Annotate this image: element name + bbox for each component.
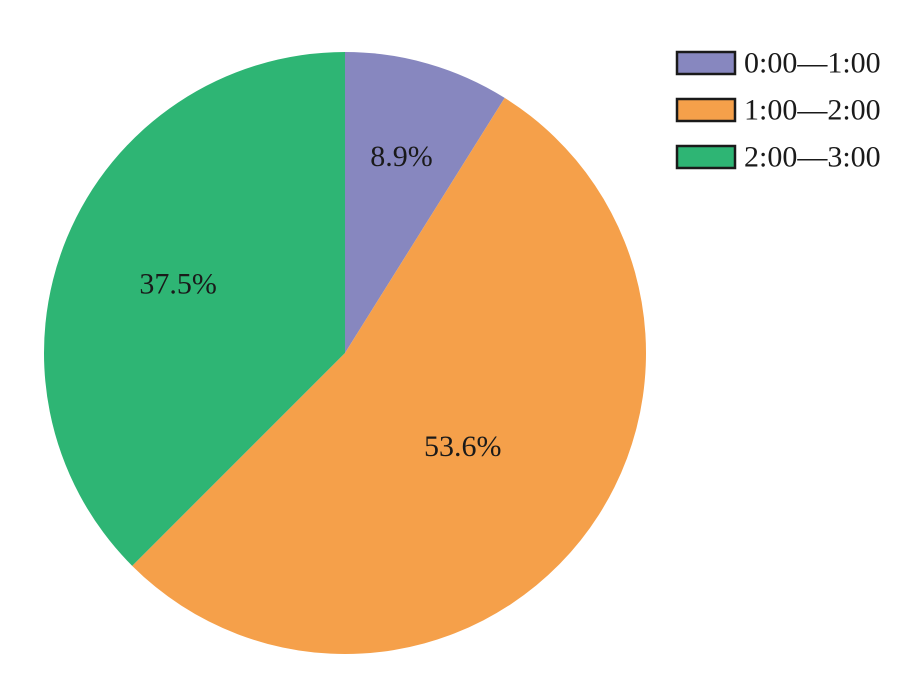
- pie-slice: [43, 52, 345, 566]
- legend-label: 2:00—3:00: [744, 141, 881, 174]
- pie-slice: [345, 52, 505, 353]
- legend-swatch: [675, 97, 737, 123]
- slice-labels: 8.9% 53.6% 37.5%: [139, 140, 501, 463]
- slice-label: 8.9%: [370, 140, 433, 173]
- legend-swatch: [675, 50, 737, 76]
- legend-label: 1:00—2:00: [744, 94, 881, 127]
- slice-label: 37.5%: [139, 267, 217, 300]
- pie-slices: [43, 52, 647, 655]
- legend-label: 0:00—1:00: [744, 47, 881, 80]
- slice-label: 53.6%: [424, 430, 502, 463]
- legend: 0:00—1:00 1:00—2:00 2:00—3:00: [675, 47, 881, 174]
- legend-swatch: [675, 144, 737, 170]
- pie-slice: [132, 97, 647, 655]
